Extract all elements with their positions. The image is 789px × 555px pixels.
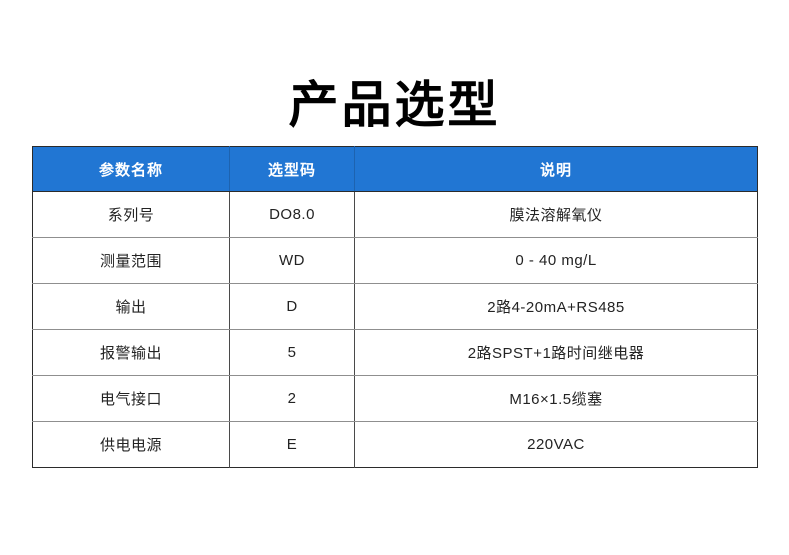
cell-parameter-name: 测量范围 [32,237,230,284]
page-title-container: 产品选型 [0,42,789,167]
cell-description: 2路SPST+1路时间继电器 [354,329,758,376]
cell-selection-code: 2 [229,375,355,422]
table-body: 系列号 DO8.0 膜法溶解氧仪 测量范围 WD 0 - 40 mg/L 输出 … [32,191,758,468]
table-header: 参数名称 选型码 说明 [32,146,758,192]
cell-description: 2路4-20mA+RS485 [354,283,758,330]
column-header-parameter-name: 参数名称 [32,146,230,192]
cell-parameter-name: 系列号 [32,191,230,238]
table-row: 系列号 DO8.0 膜法溶解氧仪 [32,191,758,238]
cell-parameter-name: 电气接口 [32,375,230,422]
cell-selection-code: E [229,421,355,468]
table-row: 报警输出 5 2路SPST+1路时间继电器 [32,329,758,376]
cell-selection-code: D [229,283,355,330]
table-row: 电气接口 2 M16×1.5缆塞 [32,375,758,422]
cell-parameter-name: 报警输出 [32,329,230,376]
product-selection-table: 参数名称 选型码 说明 系列号 DO8.0 膜法溶解氧仪 测量范围 WD 0 -… [32,146,758,468]
table-row: 测量范围 WD 0 - 40 mg/L [32,237,758,284]
cell-parameter-name: 输出 [32,283,230,330]
cell-description: 膜法溶解氧仪 [354,191,758,238]
table-header-row: 参数名称 选型码 说明 [32,146,758,192]
cell-parameter-name: 供电电源 [32,421,230,468]
cell-selection-code: DO8.0 [229,191,355,238]
cell-selection-code: WD [229,237,355,284]
cell-description: M16×1.5缆塞 [354,375,758,422]
column-header-selection-code: 选型码 [229,146,355,192]
page-title: 产品选型 [288,76,501,133]
cell-description: 220VAC [354,421,758,468]
cell-description: 0 - 40 mg/L [354,237,758,284]
table-row: 供电电源 E 220VAC [32,421,758,468]
column-header-description: 说明 [354,146,758,192]
cell-selection-code: 5 [229,329,355,376]
table-row: 输出 D 2路4-20mA+RS485 [32,283,758,330]
